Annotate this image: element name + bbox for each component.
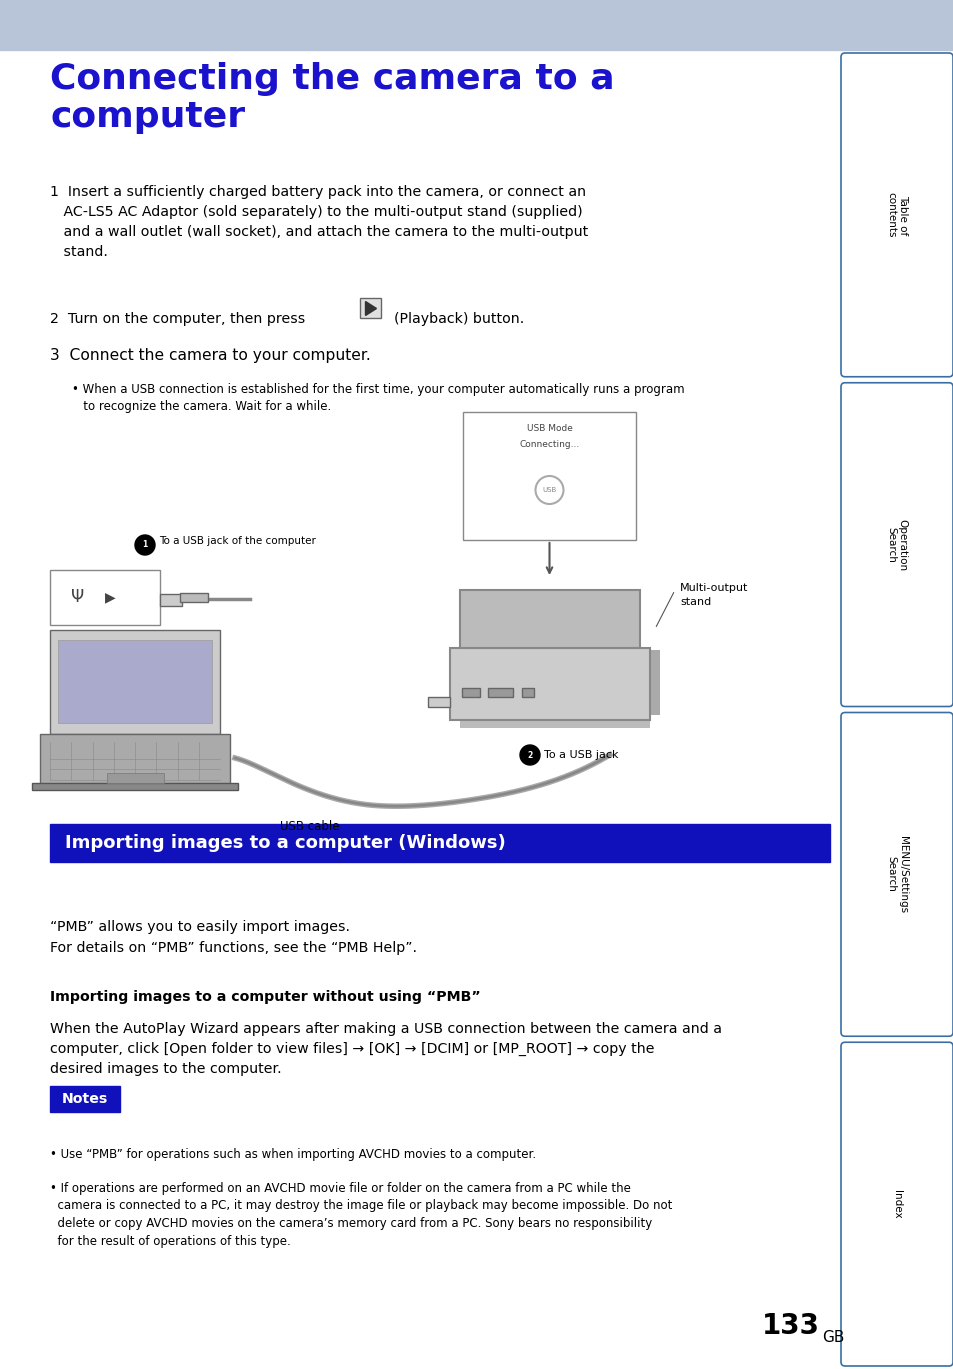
Text: computer: computer <box>50 100 245 134</box>
Bar <box>40 734 230 784</box>
Text: Importing images to a computer without using “PMB”: Importing images to a computer without u… <box>50 990 480 1003</box>
Text: • When a USB connection is established for the first time, your computer automat: • When a USB connection is established f… <box>71 383 684 413</box>
Text: Multi-output
stand: Multi-output stand <box>679 583 747 606</box>
Bar <box>462 412 636 539</box>
Bar <box>58 639 212 723</box>
Bar <box>428 697 450 706</box>
Text: USB cable: USB cable <box>280 820 339 832</box>
Text: Index: Index <box>891 1190 901 1218</box>
Circle shape <box>135 535 154 554</box>
Bar <box>50 824 829 862</box>
Bar <box>488 687 513 697</box>
Text: USB: USB <box>542 487 556 493</box>
Text: ▶: ▶ <box>105 590 115 605</box>
FancyBboxPatch shape <box>841 383 952 706</box>
Bar <box>107 773 163 783</box>
Text: To a USB jack of the computer: To a USB jack of the computer <box>159 537 315 546</box>
Bar <box>32 783 237 790</box>
Bar <box>50 570 160 626</box>
Text: “PMB” allows you to easily import images.
For details on “PMB” functions, see th: “PMB” allows you to easily import images… <box>50 920 416 954</box>
Text: Table of
contents: Table of contents <box>885 192 907 238</box>
Bar <box>450 649 649 720</box>
Text: • Use “PMB” for operations such as when importing AVCHD movies to a computer.: • Use “PMB” for operations such as when … <box>50 1149 536 1161</box>
Text: MENU/Settings
Search: MENU/Settings Search <box>885 836 907 913</box>
Bar <box>180 593 208 602</box>
Text: Operation
Search: Operation Search <box>885 519 907 571</box>
Text: 2  Turn on the computer, then press: 2 Turn on the computer, then press <box>50 312 310 326</box>
Bar <box>459 719 649 728</box>
Text: • If operations are performed on an AVCHD movie file or folder on the camera fro: • If operations are performed on an AVCH… <box>50 1181 672 1247</box>
Text: Ψ: Ψ <box>71 589 84 606</box>
Text: 133: 133 <box>761 1312 820 1340</box>
Bar <box>649 650 659 715</box>
Polygon shape <box>365 301 376 315</box>
Text: GB: GB <box>821 1331 843 1344</box>
Bar <box>459 590 639 649</box>
Text: 2: 2 <box>527 750 532 760</box>
Text: Notes: Notes <box>62 1092 108 1106</box>
FancyBboxPatch shape <box>841 53 952 376</box>
FancyBboxPatch shape <box>841 1042 952 1366</box>
Text: Connecting...: Connecting... <box>518 439 579 449</box>
Text: USB Mode: USB Mode <box>526 424 572 433</box>
Bar <box>521 687 534 697</box>
Bar <box>461 687 479 697</box>
Circle shape <box>519 745 539 765</box>
Bar <box>359 298 380 319</box>
Bar <box>160 594 182 605</box>
FancyBboxPatch shape <box>841 712 952 1036</box>
Bar <box>0 0 953 51</box>
Text: 1  Insert a sufficiently charged battery pack into the camera, or connect an
   : 1 Insert a sufficiently charged battery … <box>50 185 588 259</box>
Text: 3  Connect the camera to your computer.: 3 Connect the camera to your computer. <box>50 348 371 363</box>
Bar <box>50 630 220 734</box>
Bar <box>50 1086 120 1112</box>
Text: 1: 1 <box>142 541 148 549</box>
Text: Importing images to a computer (Windows): Importing images to a computer (Windows) <box>65 834 505 852</box>
Text: Connecting the camera to a: Connecting the camera to a <box>50 62 614 96</box>
Text: (Playback) button.: (Playback) button. <box>385 312 524 326</box>
Text: To a USB jack: To a USB jack <box>543 750 618 760</box>
Text: When the AutoPlay Wizard appears after making a USB connection between the camer: When the AutoPlay Wizard appears after m… <box>50 1023 721 1076</box>
